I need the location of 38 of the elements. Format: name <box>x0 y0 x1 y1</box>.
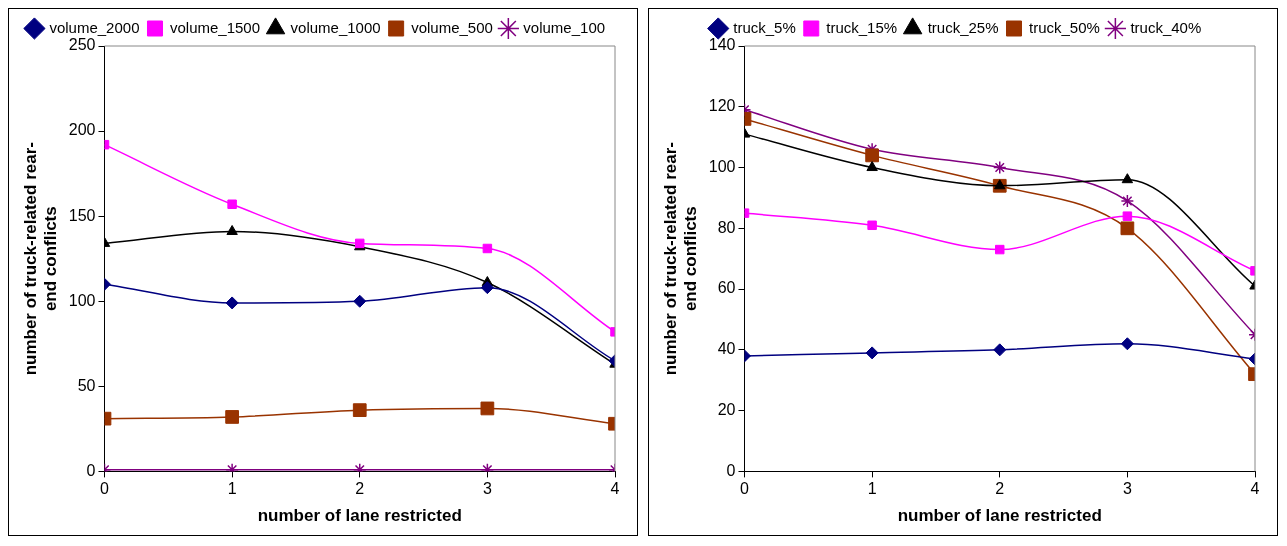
x-tick-label: 3 <box>1122 480 1132 498</box>
x-tick-label: 2 <box>355 480 365 498</box>
y-axis-title: number of truck-related rear-end conflicts <box>660 142 701 376</box>
x-tick-label: 4 <box>610 480 620 498</box>
x-tick-label: 0 <box>100 480 110 498</box>
legend-label: truck_25% <box>927 18 999 36</box>
y-tick-label: 100 <box>708 157 736 175</box>
x-axis-title: number of lane restricted <box>897 506 1102 526</box>
y-axis-title: number of truck-related rear-end conflicts <box>20 142 61 376</box>
legend-label: truck_15% <box>826 18 898 36</box>
legend-label: truck_40% <box>1130 18 1202 36</box>
legend-label: volume_1500 <box>169 18 261 36</box>
y-tick-label: 100 <box>68 291 96 309</box>
y-tick-label: 60 <box>717 279 736 297</box>
y-tick-label: 150 <box>68 206 96 224</box>
x-tick-label: 0 <box>740 480 750 498</box>
x-tick-label: 2 <box>995 480 1005 498</box>
y-tick-label: 200 <box>68 121 96 139</box>
x-tick-label: 3 <box>482 480 492 498</box>
y-tick-label: 140 <box>708 36 736 54</box>
y-tick-label: 50 <box>77 376 96 394</box>
x-tick-label: 1 <box>867 480 877 498</box>
x-tick-label: 1 <box>227 480 237 498</box>
legend-label: truck_50% <box>1029 18 1100 36</box>
legend-label: volume_2000 <box>49 18 140 36</box>
x-tick-label: 4 <box>1250 480 1260 498</box>
y-tick-label: 250 <box>68 36 96 54</box>
legend-label: volume_1000 <box>290 18 381 36</box>
y-tick-label: 80 <box>717 218 736 236</box>
y-tick-label: 0 <box>86 461 96 479</box>
y-tick-label: 0 <box>726 461 736 479</box>
y-tick-label: 120 <box>708 97 736 115</box>
y-tick-label: 20 <box>717 401 736 419</box>
y-tick-label: 40 <box>717 340 736 358</box>
legend-label: truck_5% <box>733 18 796 36</box>
x-axis-title: number of lane restricted <box>257 506 462 526</box>
legend-label: volume_100 <box>523 18 606 36</box>
legend-label: volume_500 <box>411 18 493 36</box>
